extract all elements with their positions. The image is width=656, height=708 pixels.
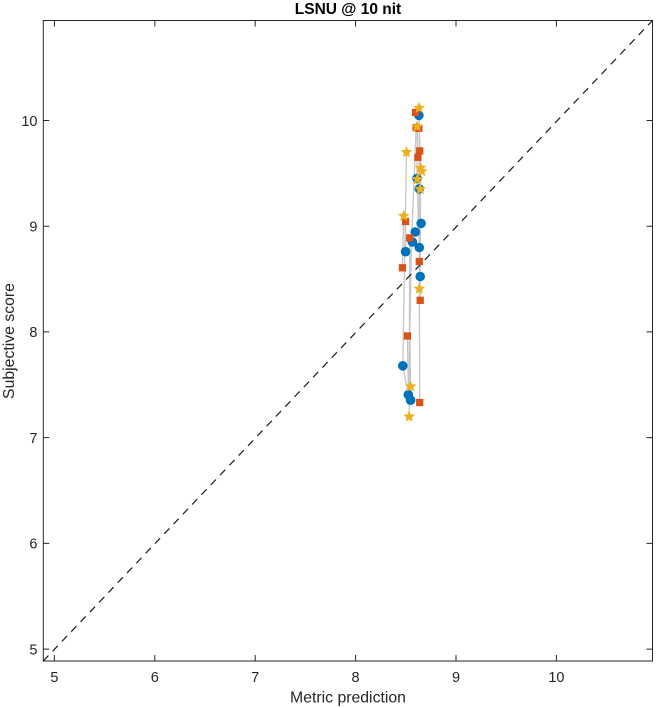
svg-text:10: 10: [548, 670, 564, 686]
svg-text:6: 6: [151, 670, 159, 686]
svg-text:6: 6: [29, 537, 37, 553]
svg-text:7: 7: [251, 670, 259, 686]
svg-text:8: 8: [29, 325, 37, 341]
svg-text:Metric prediction: Metric prediction: [290, 690, 406, 707]
svg-text:8: 8: [352, 670, 360, 686]
svg-text:5: 5: [50, 670, 58, 686]
svg-text:5: 5: [29, 642, 37, 658]
svg-text:7: 7: [29, 431, 37, 447]
svg-text:9: 9: [29, 220, 37, 236]
svg-text:10: 10: [21, 114, 37, 130]
svg-text:LSNU @ 10 nit: LSNU @ 10 nit: [295, 1, 401, 18]
svg-text:9: 9: [452, 670, 460, 686]
svg-text:Subjective score: Subjective score: [1, 283, 18, 399]
